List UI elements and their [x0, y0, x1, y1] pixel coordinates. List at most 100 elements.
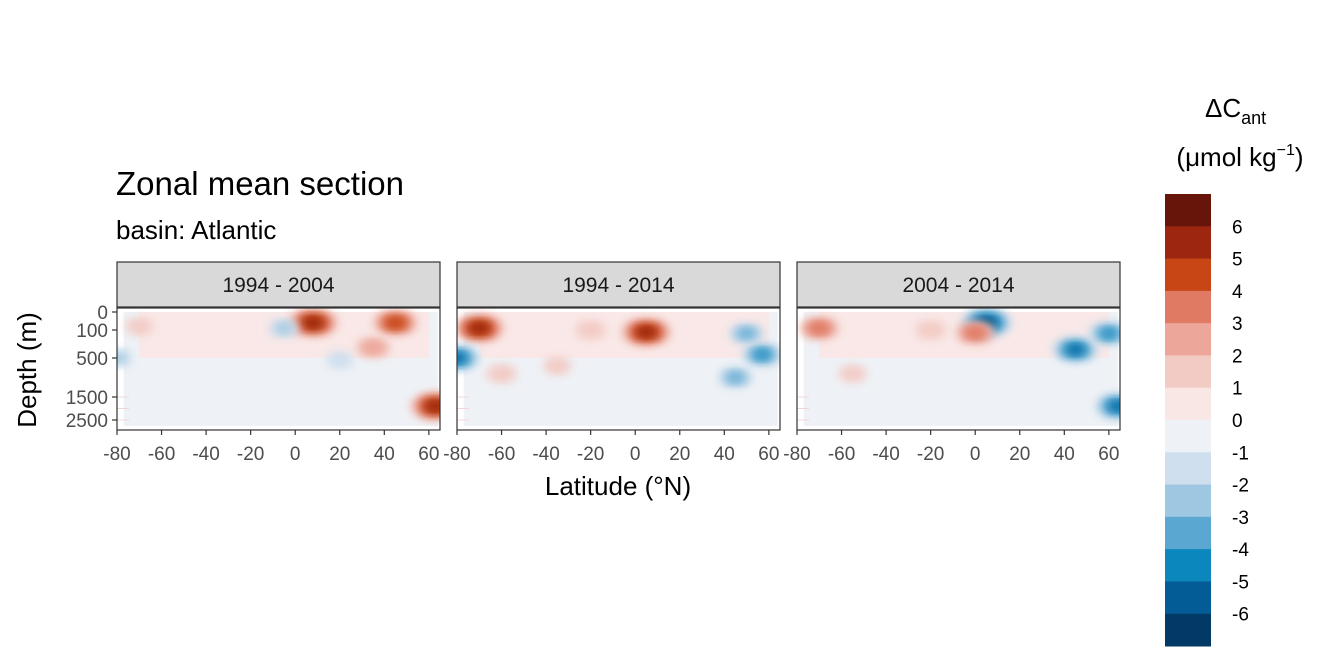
contour-feature: [1100, 329, 1117, 338]
legend-swatch: [1165, 226, 1211, 260]
legend-label: 5: [1232, 250, 1243, 271]
x-tick-label: 40: [374, 444, 395, 465]
x-tick-label: 60: [758, 444, 779, 465]
facet-strip: [796, 261, 1121, 308]
legend-swatch: [1165, 516, 1211, 550]
contour-feature: [428, 402, 440, 410]
contour-feature: [1067, 345, 1083, 354]
facet-panel: 1994 - 2014 -80 -60 -40 -20 0 20 40 60: [443, 261, 781, 465]
contour-feature: [843, 368, 862, 379]
contour-feature: [1110, 402, 1120, 411]
x-tick-label: 0: [970, 444, 981, 465]
contour-feature: [491, 368, 512, 380]
x-axis: -80 -60 -40 -20 0 20 40 60: [443, 430, 779, 465]
x-tick-label: -20: [917, 444, 944, 465]
panel-border: [456, 307, 781, 431]
panel-border: [796, 307, 1121, 431]
x-tick-label: -60: [148, 444, 175, 465]
contour-feature: [305, 319, 321, 327]
contour-feature: [754, 350, 771, 359]
contour-feature: [457, 354, 465, 362]
facet-strip: [116, 261, 441, 308]
facet-strip-label: 2004 - 2014: [902, 274, 1014, 297]
panel-border: [116, 307, 441, 431]
legend-label: 2: [1232, 346, 1243, 367]
contour-feature: [967, 328, 984, 338]
x-tick-label: 60: [418, 444, 439, 465]
x-tick-label: -40: [872, 444, 899, 465]
contour-feature: [472, 324, 487, 332]
x-axis: -80 -60 -40 -20 0 20 40 60: [103, 430, 439, 465]
x-tick-label: 40: [714, 444, 735, 465]
contour-feature: [920, 324, 941, 336]
legend-label: 0: [1232, 411, 1243, 432]
legend-title-main: ΔC: [1205, 93, 1241, 123]
legend-swatch: [1165, 323, 1211, 356]
legend-swatch: [1165, 258, 1211, 292]
contour-feature: [117, 352, 127, 364]
contour-feature: [274, 322, 295, 334]
legend-unit-text: (μmol kg: [1176, 142, 1276, 172]
legend-label: 3: [1232, 314, 1243, 335]
x-tick-label: 40: [1054, 444, 1075, 465]
facet-strip: [456, 261, 781, 308]
x-axis: -80 -60 -40 -20 0 20 40 60: [783, 430, 1119, 465]
legend-swatch: [1165, 387, 1211, 421]
x-tick-label: 20: [669, 444, 690, 465]
legend-swatch: [1165, 549, 1211, 582]
contour-feature: [811, 323, 828, 333]
x-tick-label: -80: [783, 444, 810, 465]
x-tick-label: -60: [828, 444, 855, 465]
y-tick-label: 0: [97, 303, 108, 324]
x-tick-label: -80: [443, 444, 470, 465]
legend-swatch: [1165, 452, 1211, 486]
legend-label: -6: [1232, 605, 1249, 626]
x-axis-title: Latitude (°N): [545, 471, 691, 501]
contour-field: [797, 309, 1120, 426]
y-tick-label: 500: [76, 349, 108, 370]
color-legend: 6 5 4 3 2 1 0 -1 -2 -3 -4 -5 -6: [1165, 194, 1249, 647]
contour-field: [117, 309, 440, 426]
x-tick-label: 20: [329, 444, 350, 465]
chart-subtitle: basin: Atlantic: [116, 215, 276, 245]
x-tick-label: -60: [488, 444, 515, 465]
legend-label: 6: [1232, 217, 1243, 238]
y-tick-label: 2500: [66, 411, 108, 432]
legend-swatch: [1165, 613, 1211, 647]
contour-feature: [737, 328, 756, 339]
facet-strip-label: 1994 - 2014: [562, 274, 674, 297]
legend-label: 1: [1232, 379, 1243, 400]
legend-label: -4: [1232, 540, 1249, 561]
facet-panel: 2004 - 2014 -80 -60 -40 -20 0 20 40 60: [783, 261, 1121, 465]
x-tick-label: 0: [630, 444, 641, 465]
contour-feature: [580, 324, 601, 336]
legend-swatch: [1165, 581, 1211, 615]
contour-feature: [548, 360, 567, 371]
x-tick-label: -40: [532, 444, 559, 465]
x-tick-label: -80: [103, 444, 130, 465]
legend-label: 4: [1232, 282, 1243, 303]
chart-title: Zonal mean section: [116, 165, 404, 202]
legend-swatch: [1165, 355, 1211, 389]
y-axis-title: Depth (m): [12, 312, 42, 428]
legend-unit-close: ): [1295, 142, 1304, 172]
y-tick-label: 100: [76, 321, 108, 342]
x-tick-label: -20: [237, 444, 264, 465]
contour-feature: [330, 354, 349, 366]
legend-label: -2: [1232, 476, 1249, 497]
x-tick-label: 0: [290, 444, 301, 465]
x-tick-label: 60: [1098, 444, 1119, 465]
legend-title-sub: ant: [1241, 108, 1266, 128]
contour-feature: [639, 328, 654, 336]
contour-feature: [387, 318, 403, 327]
contour-feature: [130, 321, 149, 332]
legend-swatch: [1165, 194, 1211, 227]
legend-unit-sup: −1: [1277, 142, 1295, 159]
legend-label: -1: [1232, 443, 1249, 464]
legend-unit: (μmol kg−1): [1176, 142, 1303, 172]
x-tick-label: -40: [192, 444, 219, 465]
legend-swatch: [1165, 290, 1211, 324]
legend-label: -5: [1232, 572, 1249, 593]
